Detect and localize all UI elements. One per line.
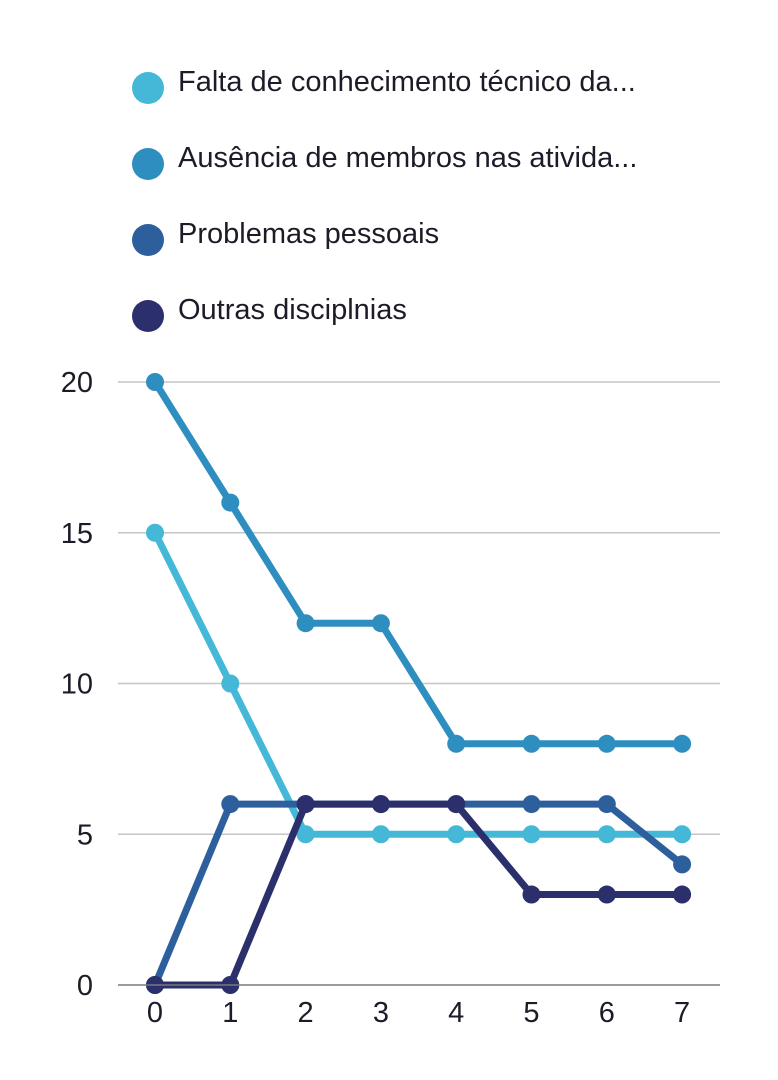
series-1-point-3[interactable] <box>371 825 390 844</box>
x-tick-label-5: 5 <box>523 997 539 1029</box>
series-1-point-4[interactable] <box>447 825 466 844</box>
axis-layer: 0 5 10 15 20 0 1 2 3 4 5 6 7 <box>61 367 720 1029</box>
series-2-point-2[interactable] <box>296 614 315 633</box>
series-4-point-7[interactable] <box>673 885 692 904</box>
legend-item-series-2[interactable]: Ausência de membros nas ativida... <box>132 138 752 214</box>
legend-swatch-series-3 <box>132 224 164 256</box>
x-tick-label-2: 2 <box>298 997 314 1029</box>
y-tick-label-5: 5 <box>77 819 93 851</box>
legend-label-series-2: Ausência de membros nas ativida... <box>178 142 638 174</box>
series-3-point-6[interactable] <box>597 795 616 814</box>
series-2-point-4[interactable] <box>447 734 466 753</box>
series-4-point-5[interactable] <box>522 885 541 904</box>
series-2-point-5[interactable] <box>522 734 541 753</box>
series-1-point-2[interactable] <box>296 825 315 844</box>
legend-item-series-1[interactable]: Falta de conhecimento técnico da... <box>132 62 752 138</box>
y-tick-label-10: 10 <box>61 669 93 701</box>
y-tick-label-20: 20 <box>61 367 93 399</box>
legend-item-series-4[interactable]: Outras disciplnias <box>132 290 752 366</box>
series-1-point-5[interactable] <box>522 825 541 844</box>
series-3-point-5[interactable] <box>522 795 541 814</box>
x-tick-label-0: 0 <box>147 997 163 1029</box>
legend-label-series-1: Falta de conhecimento técnico da... <box>178 66 636 98</box>
series-line-4 <box>151 800 686 989</box>
series-4-point-2[interactable] <box>296 795 315 814</box>
y-tick-label-0: 0 <box>77 970 93 1002</box>
series-2-point-0[interactable] <box>146 373 164 391</box>
series-2-point-1[interactable] <box>221 493 240 512</box>
series-1-point-1[interactable] <box>221 674 240 693</box>
x-tick-label-3: 3 <box>373 997 389 1029</box>
series-3-point-1[interactable] <box>221 795 240 814</box>
series-4-point-4[interactable] <box>447 795 466 814</box>
series-1-point-6[interactable] <box>597 825 616 844</box>
series-2-point-6[interactable] <box>597 734 616 753</box>
x-tick-label-1: 1 <box>222 997 238 1029</box>
x-tick-label-6: 6 <box>599 997 615 1029</box>
legend-swatch-series-4 <box>132 300 164 332</box>
x-tick-label-7: 7 <box>674 997 690 1029</box>
series-line-1 <box>151 529 686 838</box>
series-4-point-3[interactable] <box>371 795 390 814</box>
series-2-point-3[interactable] <box>371 614 390 633</box>
series-1-point-7[interactable] <box>673 825 692 844</box>
x-tick-label-4: 4 <box>448 997 464 1029</box>
legend-item-series-3[interactable]: Problemas pessoais <box>132 214 752 290</box>
series-layer <box>146 373 692 994</box>
chart-legend: Falta de conhecimento técnico da... Ausê… <box>132 62 752 366</box>
legend-swatch-series-1 <box>132 72 164 104</box>
grid-layer <box>118 381 720 835</box>
series-3-point-7[interactable] <box>673 855 692 874</box>
series-1-point-0[interactable] <box>146 523 164 542</box>
y-tick-label-15: 15 <box>61 518 93 550</box>
legend-label-series-3: Problemas pessoais <box>178 218 440 250</box>
series-4-point-6[interactable] <box>597 885 616 904</box>
legend-swatch-series-2 <box>132 148 164 180</box>
series-2-point-7[interactable] <box>673 734 692 753</box>
series-line-2 <box>151 378 686 748</box>
legend-label-series-4: Outras disciplnias <box>178 294 407 326</box>
